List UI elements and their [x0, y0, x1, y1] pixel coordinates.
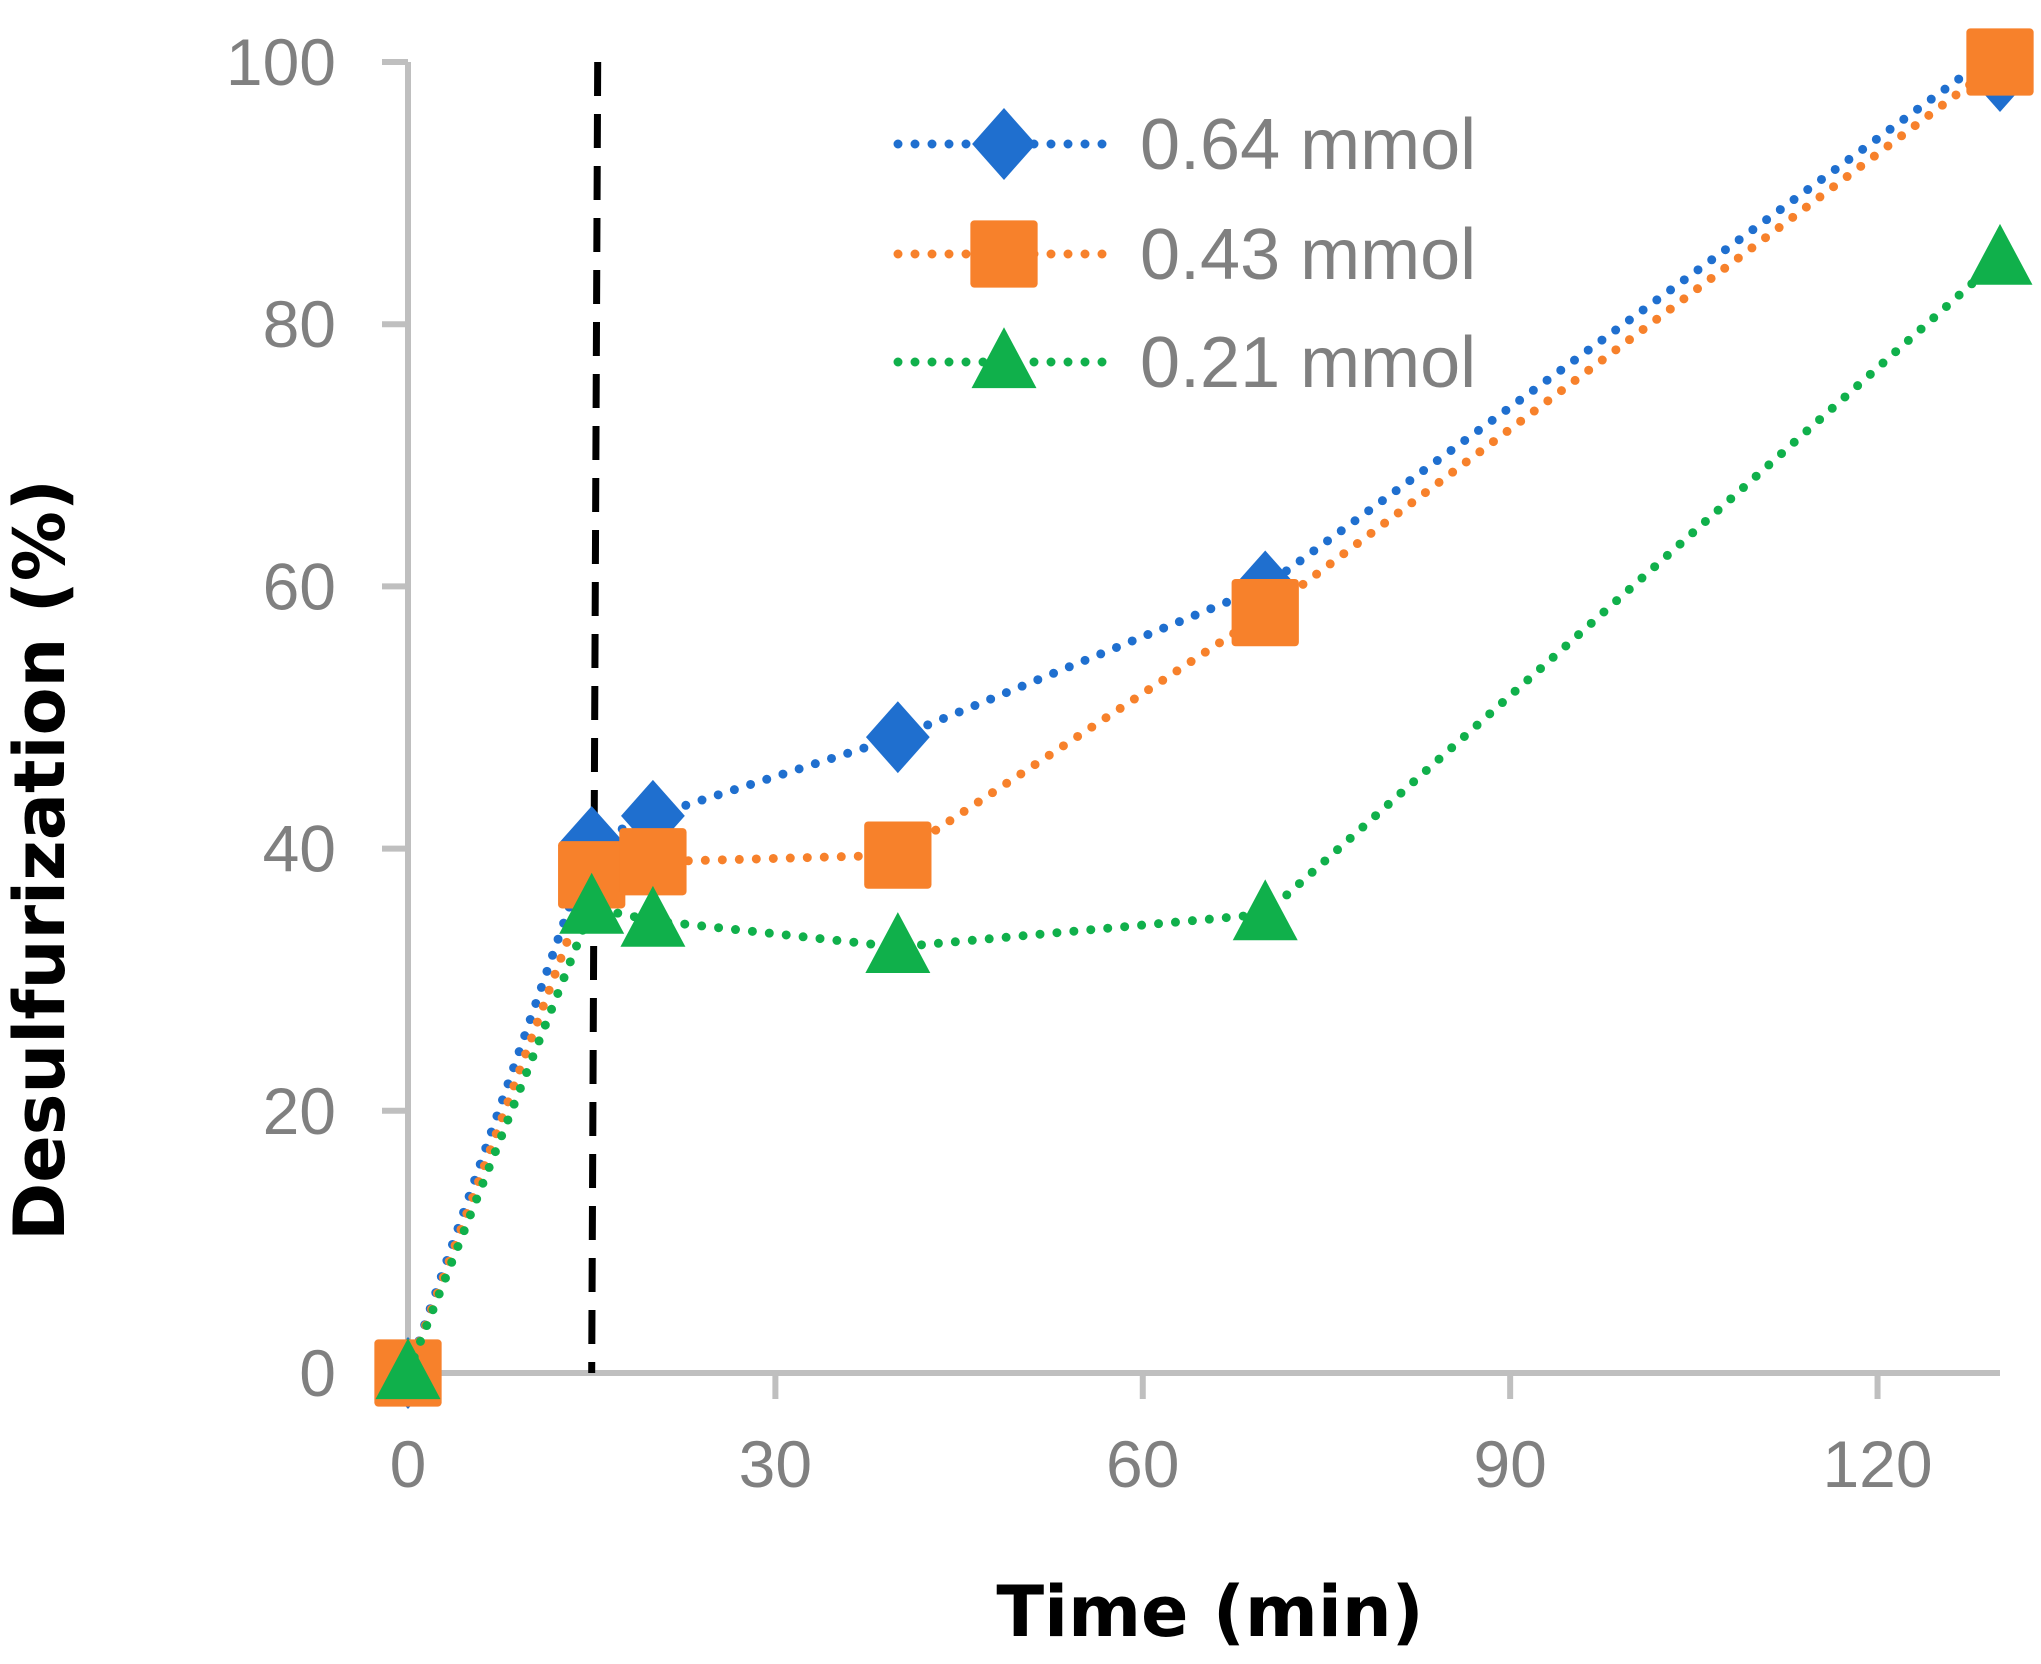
x-tick-label: 120: [1822, 1427, 1932, 1501]
series-3: [375, 223, 2033, 1400]
x-tick-label: 0: [390, 1427, 427, 1501]
y-axis-title: Desulfurization (%): [0, 479, 81, 1241]
data-point-triangle: [1967, 223, 2033, 285]
y-tick-label: 60: [263, 549, 336, 623]
data-point-triangle: [559, 872, 625, 934]
data-point-triangle: [620, 885, 686, 947]
y-tick-label: 100: [226, 25, 336, 99]
y-tick-label: 80: [263, 287, 336, 361]
legend-label: 0.21 mmol: [1140, 323, 1476, 403]
data-point-triangle: [971, 327, 1037, 389]
data-point-triangle: [865, 912, 931, 974]
series-2: [374, 28, 2034, 1407]
legend-label: 0.43 mmol: [1140, 215, 1476, 295]
series-line: [403, 57, 2005, 1378]
data-point-diamond: [865, 701, 930, 774]
reference-line: [588, 61, 602, 1374]
axes: 0 20 40 60 80 100 0 30 60 90 120: [226, 25, 2000, 1501]
x-tick-label: 30: [739, 1427, 812, 1501]
x-tick-label: 90: [1473, 1427, 1546, 1501]
x-axis-title: Time (min): [996, 1571, 1423, 1653]
data-point-square: [864, 821, 932, 889]
data-point-square: [970, 220, 1038, 288]
y-tick-label: 20: [263, 1074, 336, 1148]
data-point-diamond: [972, 108, 1036, 180]
data-point-square: [1966, 28, 2034, 96]
y-tick-label: 40: [263, 812, 336, 886]
legend-item-3: 0.21 mmol: [893, 323, 1476, 403]
series-line: [403, 254, 2005, 1378]
legend: 0.64 mmol 0.43 mmol 0.21 mmol: [893, 105, 1476, 403]
data-point-square: [1231, 578, 1299, 647]
data-point-square: [619, 828, 687, 896]
y-tick-label: 0: [299, 1336, 336, 1410]
reference-line-group: [588, 61, 602, 1374]
legend-item-1: 0.64 mmol: [893, 105, 1476, 185]
legend-item-2: 0.43 mmol: [893, 215, 1476, 295]
series-group: [374, 28, 2034, 1409]
x-tick-label: 60: [1106, 1427, 1179, 1501]
legend-label: 0.64 mmol: [1140, 105, 1476, 185]
data-point-triangle: [1232, 879, 1298, 941]
data-point-triangle: [375, 1338, 441, 1400]
